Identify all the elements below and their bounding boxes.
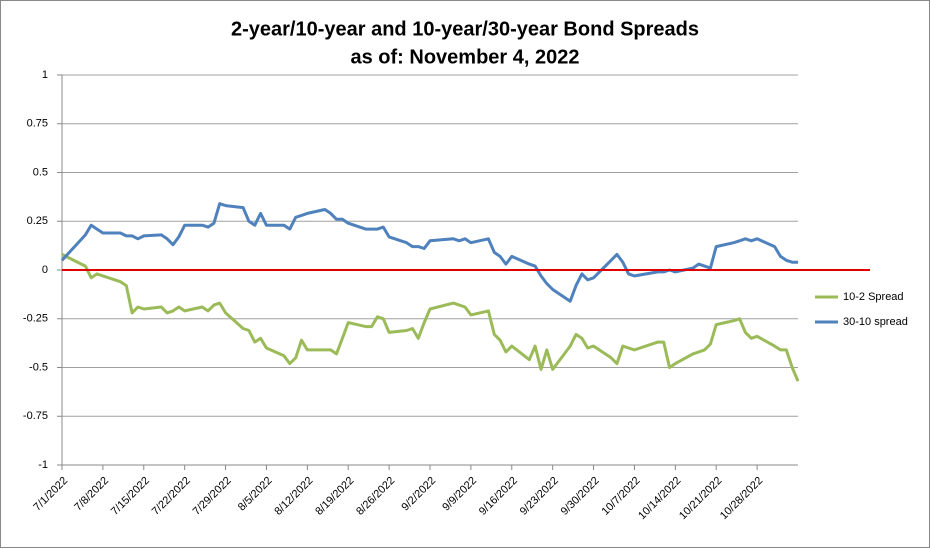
series-line (61, 253, 800, 382)
y-tick-label: 0 (42, 264, 48, 276)
y-tick-label: -1 (38, 459, 48, 471)
y-tick-label: 0.25 (27, 215, 48, 227)
y-tick-label: 0.5 (33, 166, 48, 178)
y-tick-label: -0.25 (23, 313, 48, 325)
chart-subtitle: as of: November 4, 2022 (351, 46, 580, 68)
y-tick-label: 1 (42, 69, 48, 81)
legend-label: 30-10 spread (843, 316, 908, 328)
chart-title: 2-year/10-year and 10-year/30-year Bond … (231, 18, 699, 40)
y-tick-label: -0.75 (23, 410, 48, 422)
y-tick-label: 0.75 (27, 118, 48, 130)
y-tick-label: -0.5 (29, 361, 48, 373)
legend-label: 10-2 Spread (843, 291, 904, 303)
